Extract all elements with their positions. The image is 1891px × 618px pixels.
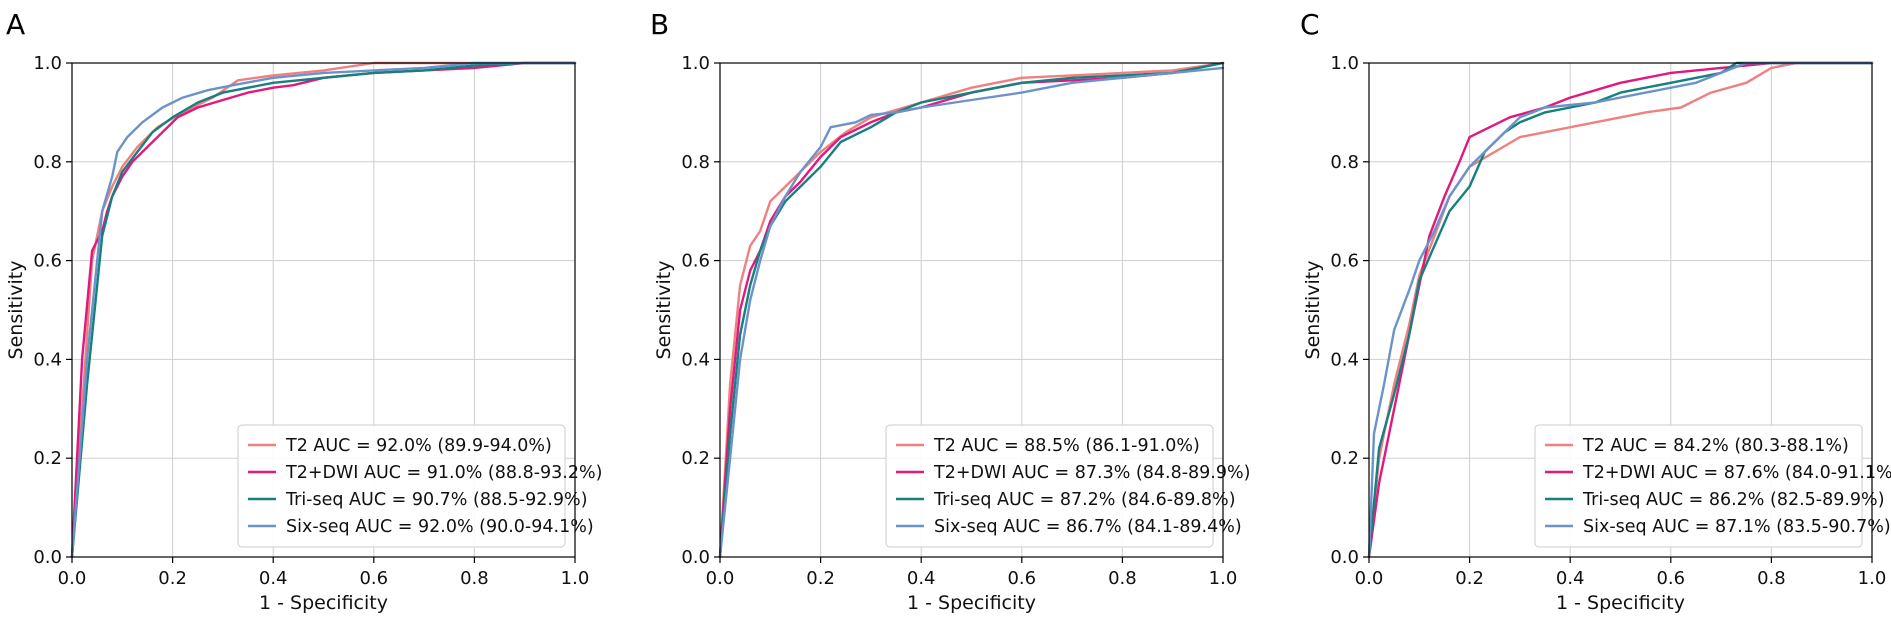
panel-label: C xyxy=(1300,8,1320,41)
series-line-six-seq xyxy=(70,61,577,559)
y-tick-label: 1.0 xyxy=(1330,53,1359,74)
legend-entry: Six-seq AUC = 92.0% (90.0-94.1%) xyxy=(286,517,594,537)
y-tick-label: 0.4 xyxy=(681,349,710,370)
x-tick-label: 0.4 xyxy=(907,568,936,589)
y-tick-label: 0.6 xyxy=(681,251,710,272)
chart-panel-c: C 0.0 0.2 0.4 0.6 0.8 1.0 0.0 0.2 0.4 0.6 0.8 1.0 1 -… xyxy=(1300,8,1891,614)
series-line-six-seq xyxy=(1367,61,1874,559)
x-tick-label: 0.0 xyxy=(58,568,87,589)
panel-label: A xyxy=(6,8,25,41)
y-tick-label: 0.2 xyxy=(681,448,710,469)
chart-panel-b: B 0.0 0.2 0.4 0.6 0.8 1.0 0.0 0.2 0.4 0.6 0.8 1.0 1 -… xyxy=(650,8,1250,614)
x-tick-label: 0.2 xyxy=(158,568,187,589)
plot-frame xyxy=(719,62,1224,558)
series-line-t2 xyxy=(1367,61,1874,559)
x-tick-label: 0.2 xyxy=(1455,568,1484,589)
x-tick-label: 0.8 xyxy=(1757,568,1786,589)
y-tick-label: 0.0 xyxy=(681,547,710,568)
y-axis-label: Sensitivity xyxy=(5,261,27,360)
y-tick-label: 0.2 xyxy=(1330,448,1359,469)
series-line-t2 xyxy=(718,61,1225,559)
legend-entry: T2+DWI AUC = 87.3% (84.8-89.9%) xyxy=(933,463,1250,483)
legend: T2 AUC = 88.5% (86.1-91.0%) T2+DWI AUC = … xyxy=(885,424,1250,548)
panel-label: B xyxy=(650,8,669,41)
legend-box xyxy=(1534,424,1863,548)
legend-entry: T2+DWI AUC = 87.6% (84.0-91.1%) xyxy=(1582,463,1891,483)
x-tick-label: 1.0 xyxy=(561,568,590,589)
y-tick-label: 0.8 xyxy=(1330,152,1359,173)
legend-entry: T2+DWI AUC = 91.0% (88.8-93.2%) xyxy=(285,463,602,483)
y-tick-label: 0.6 xyxy=(1330,251,1359,272)
y-tick-label: 1.0 xyxy=(33,53,62,74)
x-tick-label: 0.0 xyxy=(706,568,735,589)
x-axis-label: 1 - Specificity xyxy=(1556,592,1685,614)
legend-entry: T2 AUC = 92.0% (89.9-94.0%) xyxy=(285,436,552,456)
y-axis-label: Sensitivity xyxy=(653,261,675,360)
y-tick-label: 0.0 xyxy=(33,547,62,568)
legend-entry: Tri-seq AUC = 86.2% (82.5-89.9%) xyxy=(1582,490,1885,510)
legend-box xyxy=(237,424,566,548)
series-line-tri-seq xyxy=(718,61,1225,559)
x-axis-label: 1 - Specificity xyxy=(907,592,1036,614)
x-tick-label: 0.8 xyxy=(1108,568,1137,589)
y-tick-label: 0.4 xyxy=(1330,349,1359,370)
x-tick-label: 0.4 xyxy=(259,568,288,589)
legend-box xyxy=(885,424,1214,548)
x-axis-label: 1 - Specificity xyxy=(259,592,388,614)
axis-ticks: 0.0 0.2 0.4 0.6 0.8 1.0 0.0 0.2 0.4 0.6 0.8 1.0 xyxy=(1330,53,1886,589)
legend-entry: Tri-seq AUC = 90.7% (88.5-92.9%) xyxy=(285,490,588,510)
series-line-t2-dwi xyxy=(718,61,1225,559)
x-tick-label: 0.6 xyxy=(359,568,388,589)
plot-frame xyxy=(71,62,576,558)
y-tick-label: 0.8 xyxy=(33,152,62,173)
legend-entry: T2 AUC = 84.2% (80.3-88.1%) xyxy=(1582,436,1849,456)
y-tick-label: 0.8 xyxy=(681,152,710,173)
x-tick-label: 1.0 xyxy=(1209,568,1238,589)
x-tick-label: 0.6 xyxy=(1007,568,1036,589)
series-lines xyxy=(1367,61,1874,559)
y-tick-label: 0.0 xyxy=(1330,547,1359,568)
axis-ticks: 0.0 0.2 0.4 0.6 0.8 1.0 0.0 0.2 0.4 0.6 0.8 1.0 xyxy=(33,53,589,589)
x-tick-label: 0.8 xyxy=(460,568,489,589)
y-tick-label: 0.6 xyxy=(33,251,62,272)
y-tick-label: 1.0 xyxy=(681,53,710,74)
series-line-six-seq xyxy=(718,66,1225,559)
y-tick-label: 0.4 xyxy=(33,349,62,370)
x-tick-label: 1.0 xyxy=(1858,568,1887,589)
axis-ticks: 0.0 0.2 0.4 0.6 0.8 1.0 0.0 0.2 0.4 0.6 0.8 1.0 xyxy=(681,53,1237,589)
x-tick-label: 0.0 xyxy=(1355,568,1384,589)
legend-entry: Six-seq AUC = 87.1% (83.5-90.7%) xyxy=(1583,517,1891,537)
series-line-tri-seq xyxy=(70,61,577,559)
x-tick-label: 0.2 xyxy=(806,568,835,589)
chart-panel-a: A 0.0 0.2 0.4 0.6 0.8 1.0 0.0 0.2 0.4 0.6 0.8 1.0 1 -… xyxy=(5,8,602,614)
y-axis-label: Sensitivity xyxy=(1302,261,1324,360)
legend-entry: T2 AUC = 88.5% (86.1-91.0%) xyxy=(933,436,1200,456)
legend-entry: Six-seq AUC = 86.7% (84.1-89.4%) xyxy=(934,517,1242,537)
y-tick-label: 0.2 xyxy=(33,448,62,469)
x-tick-label: 0.4 xyxy=(1556,568,1585,589)
legend: T2 AUC = 84.2% (80.3-88.1%) T2+DWI AUC = … xyxy=(1534,424,1891,548)
legend: T2 AUC = 92.0% (89.9-94.0%) T2+DWI AUC = … xyxy=(237,424,602,548)
legend-entry: Tri-seq AUC = 87.2% (84.6-89.8%) xyxy=(933,490,1236,510)
series-lines xyxy=(718,61,1225,559)
plot-frame xyxy=(1368,62,1873,558)
x-tick-label: 0.6 xyxy=(1656,568,1685,589)
